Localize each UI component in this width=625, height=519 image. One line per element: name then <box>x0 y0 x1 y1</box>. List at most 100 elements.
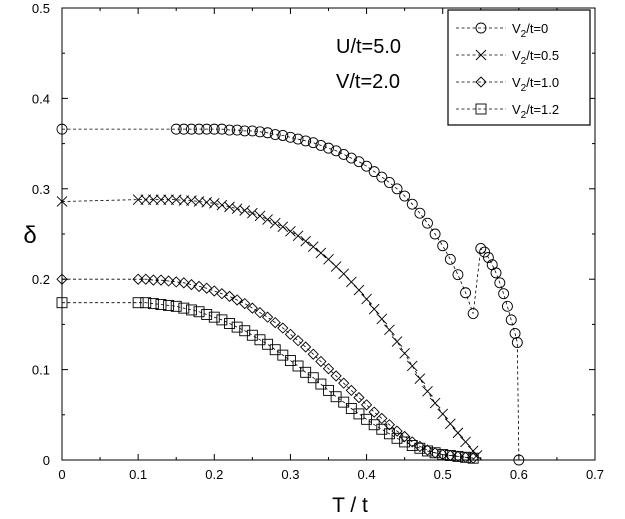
data-point <box>262 214 273 225</box>
data-point <box>467 445 479 457</box>
data-point <box>201 309 213 320</box>
data-point <box>368 303 380 315</box>
legend-entry-label: V2/t=1.0 <box>512 75 559 94</box>
data-point <box>231 294 243 306</box>
data-point <box>170 276 182 288</box>
data-point <box>376 171 388 183</box>
data-point <box>460 451 472 463</box>
data-point <box>185 123 197 135</box>
legend-marker-square <box>475 103 487 115</box>
data-point <box>315 139 327 151</box>
data-point <box>467 452 479 464</box>
x-tick-label: 0.6 <box>510 467 528 482</box>
data-point <box>307 241 319 252</box>
data-point <box>201 282 213 294</box>
series-4 <box>56 297 479 464</box>
data-point <box>460 287 472 299</box>
data-point <box>224 124 235 136</box>
data-point <box>315 355 327 368</box>
data-point <box>422 445 433 457</box>
data-point <box>178 195 190 206</box>
x-tick-label: 0.1 <box>129 467 147 482</box>
data-point <box>452 269 464 281</box>
annotation-v: V/t=2.0 <box>336 71 400 93</box>
data-point <box>501 300 513 312</box>
y-tick-labels: 0 0.1 0.2 0.3 0.4 0.5 <box>32 1 50 468</box>
data-point <box>513 454 525 466</box>
data-point <box>368 166 380 178</box>
data-point <box>437 240 449 252</box>
data-point <box>193 280 205 293</box>
data-point <box>254 334 266 346</box>
data-point <box>360 399 373 411</box>
data-point <box>391 425 403 437</box>
x-tick-label: 0 <box>58 467 65 482</box>
y-tick-label: 0.3 <box>32 182 50 197</box>
series-layer <box>56 123 525 466</box>
data-point <box>376 412 388 425</box>
data-point <box>292 133 304 145</box>
data-point <box>140 194 152 205</box>
data-point <box>353 156 365 168</box>
legend-entry-label: V2/t=0.5 <box>512 48 559 67</box>
data-point <box>277 221 289 233</box>
data-point <box>391 183 403 195</box>
data-point <box>155 299 167 310</box>
data-point <box>208 197 220 209</box>
data-point <box>140 273 152 285</box>
data-point <box>239 325 251 337</box>
data-point <box>406 440 418 451</box>
data-point <box>482 252 494 263</box>
legend-entry-label: V2/t=0 <box>512 21 548 40</box>
data-point <box>399 436 411 448</box>
data-point <box>361 293 372 305</box>
data-point <box>224 201 235 213</box>
data-point <box>148 194 159 205</box>
data-point <box>216 288 228 300</box>
legend: V2/t=0 V2/t=0.5 V2/t=1.0 V2/t=1.2 <box>447 9 591 126</box>
data-point <box>429 447 441 459</box>
y-tick-label: 0 <box>43 453 50 468</box>
data-point <box>284 328 297 340</box>
data-point <box>511 337 523 348</box>
data-point <box>269 129 281 141</box>
data-point <box>353 284 365 296</box>
y-tick-label: 0.4 <box>32 91 50 106</box>
legend-marker-x <box>475 49 487 61</box>
data-point <box>292 360 304 372</box>
data-point <box>445 418 456 430</box>
data-point <box>178 302 190 314</box>
data-point <box>421 444 434 456</box>
data-point <box>361 160 373 172</box>
data-point <box>300 135 312 147</box>
data-point <box>399 190 411 202</box>
data-point <box>56 273 68 285</box>
data-point <box>277 130 289 141</box>
data-point <box>216 123 228 135</box>
data-point <box>383 428 395 440</box>
data-point <box>490 267 502 279</box>
data-point <box>391 336 403 347</box>
data-point <box>208 285 220 297</box>
data-point <box>261 311 274 323</box>
data-point <box>132 297 144 309</box>
data-point <box>422 217 433 229</box>
data-point <box>383 419 396 431</box>
legend-marker-diamond <box>475 76 487 88</box>
data-point <box>406 360 418 372</box>
data-point <box>178 277 190 289</box>
data-point <box>208 311 220 323</box>
data-point <box>498 288 510 300</box>
data-point <box>399 348 410 359</box>
data-point <box>223 290 236 303</box>
data-point <box>56 297 68 309</box>
data-point <box>216 199 228 211</box>
axis-ticks <box>61 7 596 461</box>
data-point <box>406 198 418 210</box>
data-point <box>444 450 456 461</box>
data-point <box>292 230 304 242</box>
data-point <box>323 142 334 154</box>
data-point <box>132 273 144 285</box>
series-line <box>62 278 474 459</box>
data-point <box>471 450 483 461</box>
